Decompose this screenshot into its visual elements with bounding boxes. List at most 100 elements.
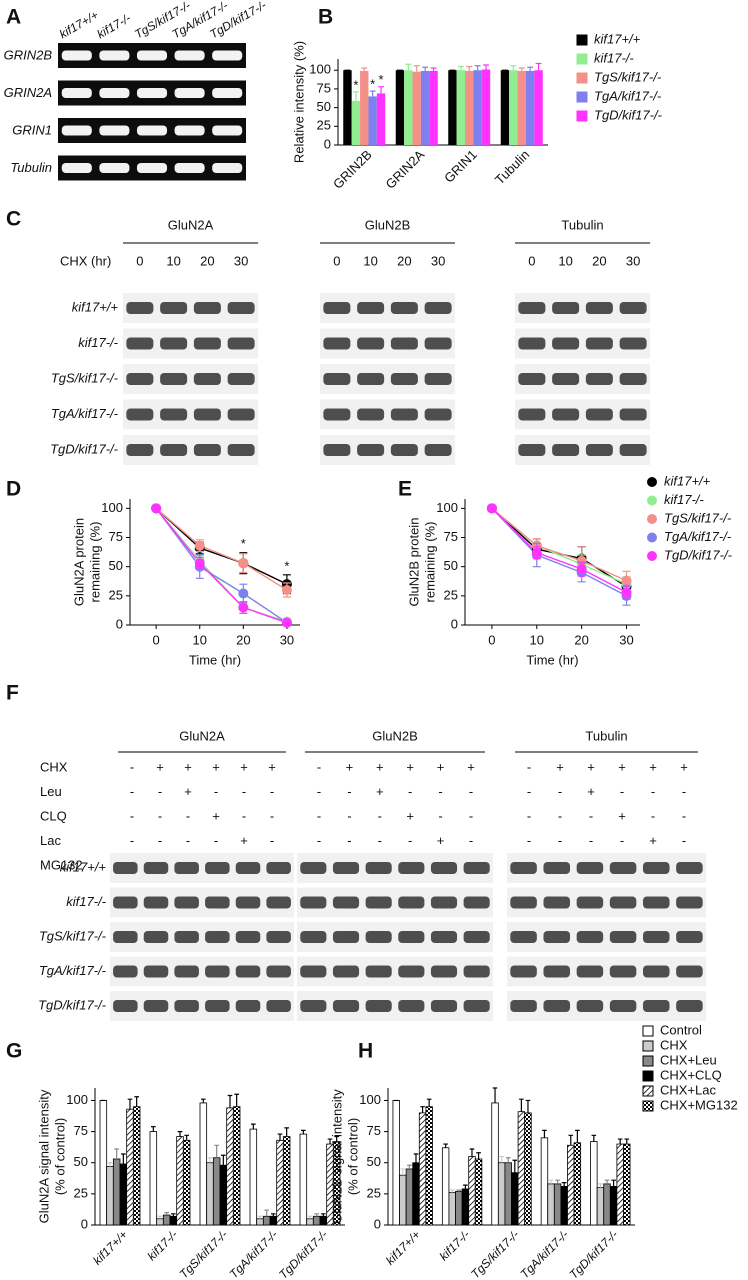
gel-band (518, 408, 546, 421)
sign: - (589, 808, 593, 823)
gel-band (642, 896, 670, 909)
y-tick-label: 25 (74, 1185, 88, 1200)
sign: + (406, 808, 414, 823)
gel-band (619, 302, 647, 314)
gel (507, 922, 706, 952)
error-bar (466, 65, 473, 71)
sign: - (527, 784, 531, 799)
x-tick-label: GRIN2B (330, 147, 375, 192)
gel-band (552, 302, 580, 314)
point (281, 585, 292, 595)
gel-band (430, 931, 458, 943)
gel-band (227, 408, 255, 421)
bar (448, 1192, 456, 1226)
gel-band (642, 1000, 670, 1012)
bar (465, 70, 474, 145)
sign: - (558, 784, 562, 799)
bar (232, 1106, 241, 1226)
gel-band (143, 1000, 169, 1012)
bar (132, 1106, 141, 1226)
column-label: kif17-/- (94, 11, 133, 41)
bar (319, 1215, 328, 1226)
gel-band (576, 931, 604, 943)
gel-band (357, 337, 385, 350)
line (491, 507, 627, 585)
error-bar (271, 1213, 276, 1217)
bar (534, 70, 543, 145)
gel-band (212, 125, 243, 136)
error-bar (214, 1144, 219, 1158)
bar (517, 70, 526, 145)
gel-band (174, 896, 199, 909)
sign: + (212, 759, 220, 774)
gel-band (390, 337, 418, 350)
sign: - (270, 833, 274, 848)
legend-swatch (576, 34, 588, 46)
gel-band (642, 931, 670, 943)
error-bar (483, 64, 489, 70)
error-bar (405, 63, 412, 71)
gel-band (136, 50, 168, 61)
point (531, 547, 542, 558)
panel-letter: A (6, 6, 21, 29)
gel-band (543, 965, 571, 978)
sign: - (527, 759, 531, 774)
sign: - (620, 784, 624, 799)
error-bar (611, 1179, 616, 1187)
significance-mark: * (379, 72, 384, 87)
gel-band (676, 896, 703, 909)
sign: - (317, 808, 321, 823)
gel-band (430, 1000, 458, 1012)
gel-band (99, 50, 130, 61)
legend-label: TgA/kif17-/- (664, 529, 732, 544)
bar (596, 1187, 605, 1226)
gel-band (510, 862, 537, 874)
x-tick-label: 30 (280, 632, 294, 647)
gel (297, 853, 493, 883)
legend-swatch (642, 1070, 654, 1082)
legend-label: kif17-/- (664, 492, 704, 507)
sign: - (682, 808, 686, 823)
bar (412, 1162, 420, 1226)
bar (156, 1218, 164, 1226)
row-label: TgD/kif17-/- (38, 997, 107, 1012)
error-bar (184, 1134, 189, 1141)
error-bar (463, 1184, 468, 1189)
x-tick-label: Tubulin (492, 147, 532, 187)
error-bar (171, 1213, 176, 1217)
bar (455, 1190, 463, 1226)
sign: - (682, 784, 686, 799)
gel-band (205, 862, 230, 874)
sign: - (651, 784, 655, 799)
error-bar (413, 1153, 419, 1163)
gel-band (585, 444, 613, 456)
y-tick-label: 0 (324, 136, 331, 151)
bar (609, 1185, 618, 1226)
sign: - (270, 808, 274, 823)
time-label: 10 (363, 253, 377, 268)
y-tick-label: 100 (101, 500, 123, 515)
line (491, 507, 627, 597)
x-tick-label: GRIN1 (441, 147, 480, 186)
error-bar (598, 1183, 603, 1188)
gel-band (126, 337, 154, 350)
sign: - (317, 759, 321, 774)
error-bar (114, 1148, 119, 1159)
error-bar (177, 1130, 183, 1137)
gel-band (136, 163, 168, 173)
row-label: TgA/kif17-/- (51, 406, 119, 421)
sign: - (527, 808, 531, 823)
bar (525, 70, 535, 145)
sign: - (214, 833, 218, 848)
legend-label: TgA/kif17-/- (594, 88, 662, 103)
gel-band (642, 965, 670, 978)
bar (299, 1133, 308, 1226)
gel (297, 887, 493, 918)
sign: + (649, 833, 657, 848)
group-header: Tubulin (585, 728, 627, 743)
y-tick-label: 25 (367, 1185, 381, 1200)
bar (420, 70, 430, 145)
gel-band (585, 302, 613, 314)
legend-label: kif17+/+ (664, 473, 711, 488)
